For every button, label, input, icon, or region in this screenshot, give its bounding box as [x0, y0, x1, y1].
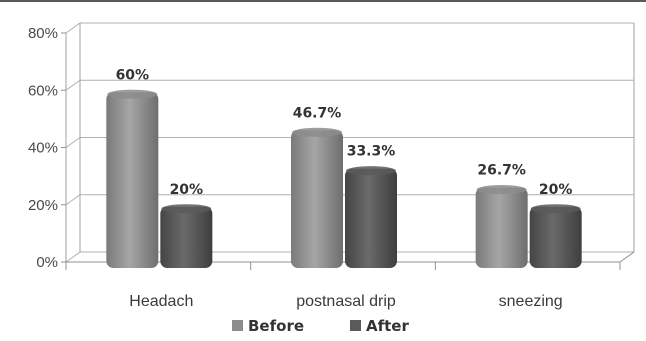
- bar-before: [475, 185, 528, 268]
- data-label: 46.7%: [293, 105, 342, 121]
- data-label: 26.7%: [477, 163, 526, 179]
- y-tick-label: 20%: [28, 197, 58, 214]
- legend-item-before: Before: [232, 317, 304, 335]
- chart-walls: [65, 23, 635, 270]
- bars: [106, 89, 582, 268]
- legend-label: Before: [248, 317, 304, 335]
- y-tick-label: 60%: [28, 82, 58, 99]
- labels: 60% 20% Headach 46.7% 33.3% postnasal drip 26.…: [116, 67, 573, 310]
- legend-swatch: [350, 320, 361, 331]
- bar-after: [529, 204, 582, 268]
- x-category-label: postnasal drip: [296, 293, 396, 310]
- y-tick-label: 0%: [36, 254, 58, 271]
- legend-item-after: After: [350, 317, 409, 335]
- data-label: 33.3%: [347, 144, 396, 160]
- y-tick-label: 40%: [28, 140, 58, 157]
- data-label: 60%: [116, 67, 150, 83]
- bar-after: [345, 166, 397, 268]
- legend-swatch: [232, 320, 243, 331]
- bar-after: [160, 204, 213, 268]
- legend: Before After: [232, 317, 409, 335]
- data-label: 20%: [170, 182, 204, 198]
- bar-before: [291, 127, 343, 268]
- legend-label: After: [366, 317, 409, 335]
- data-label: 20%: [539, 182, 573, 198]
- y-tick-label: 80%: [28, 25, 58, 42]
- bar-before: [106, 89, 159, 268]
- x-category-label: sneezing: [499, 293, 563, 310]
- x-category-label: Headach: [129, 293, 193, 310]
